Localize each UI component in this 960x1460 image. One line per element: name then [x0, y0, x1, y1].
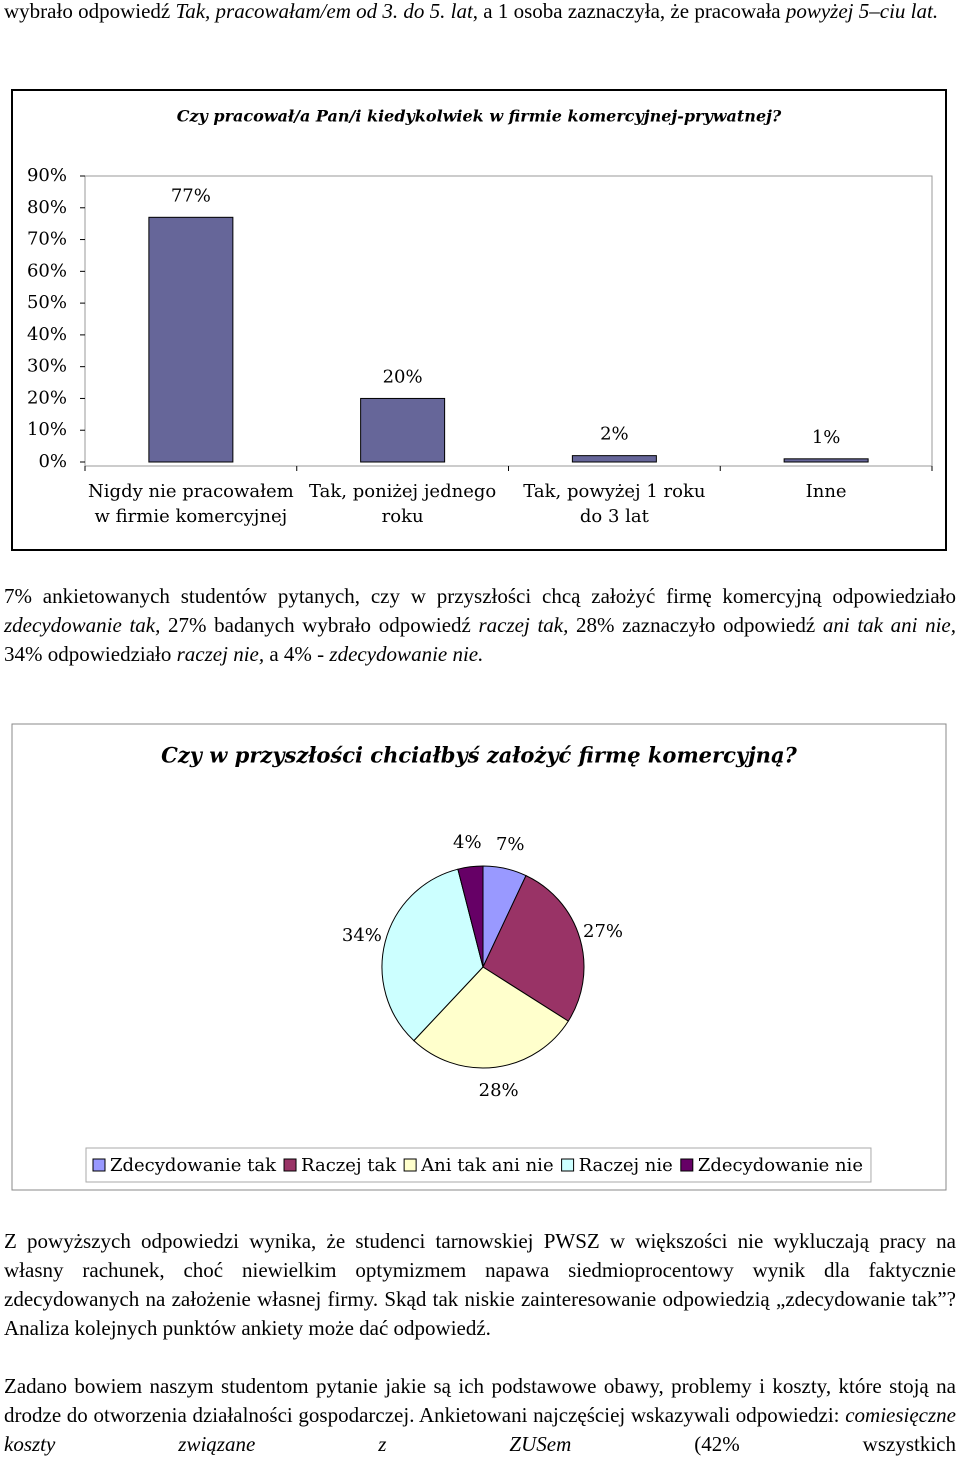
x-tick-label: do 3 lat — [580, 506, 650, 527]
x-tick-label: Tak, poniżej jednego — [309, 481, 496, 502]
text-run: Tak, pracowałam/em od 3. do 5. lat — [175, 0, 473, 23]
y-tick-label: 0% — [38, 451, 67, 472]
data-label: 28% — [479, 1080, 519, 1101]
legend-swatch — [92, 1158, 106, 1172]
chart-title: Czy pracował/a Pan/i kiedykolwiek w firm… — [177, 107, 782, 126]
pie-slice — [482, 874, 585, 1022]
data-label: 27% — [583, 921, 623, 942]
paragraph: wybrało odpowiedź Tak, pracowałam/em od … — [4, 0, 956, 26]
legend-label: Raczej tak — [301, 1155, 397, 1176]
x-tick-label: Nigdy nie pracowałem — [88, 481, 294, 502]
y-tick-label: 60% — [27, 260, 67, 281]
legend-swatch — [403, 1158, 417, 1172]
legend-box — [85, 1147, 872, 1183]
text-run: Z powyższych odpowiedzi wynika, że stude… — [4, 1229, 956, 1340]
text-run: comiesięczne koszty związane z ZUSem — [4, 1403, 956, 1456]
x-tick-label: w firmie komercyjnej — [95, 506, 288, 527]
data-label: 2% — [600, 424, 629, 445]
y-tick-label: 10% — [27, 419, 67, 440]
chart-frame — [11, 723, 947, 1191]
y-tick-label: 50% — [27, 292, 67, 313]
data-label: 20% — [383, 366, 423, 387]
bar — [571, 455, 657, 463]
bar — [783, 458, 869, 463]
text-run: , a 1 osoba zaznaczyła, że pracowała — [472, 0, 786, 23]
text-run: Zadano bowiem naszym studentom pytanie j… — [4, 1374, 956, 1427]
y-tick-label: 30% — [27, 356, 67, 377]
y-tick-label: 80% — [27, 197, 67, 218]
data-label: 4% — [453, 832, 482, 853]
data-label: 7% — [496, 834, 525, 855]
text-run: raczej tak, — [478, 613, 569, 637]
paragraph: Z powyższych odpowiedzi wynika, że stude… — [4, 1227, 956, 1343]
legend-label: Raczej nie — [579, 1155, 673, 1176]
y-tick-label: 20% — [27, 387, 67, 408]
text-run: ani tak ani nie, — [822, 613, 957, 637]
pie-slice — [457, 865, 484, 968]
x-tick-label: roku — [382, 506, 424, 527]
text-run: 28% zaznaczyło odpowiedź — [568, 613, 823, 637]
legend-swatch — [561, 1158, 575, 1172]
y-tick-label: 40% — [27, 324, 67, 345]
data-label: 1% — [812, 427, 841, 448]
pie-slice — [381, 868, 484, 1042]
text-run: 34% odpowiedziało — [4, 642, 177, 666]
x-tick-label: Tak, powyżej 1 roku — [523, 481, 705, 502]
y-tick-label: 70% — [27, 229, 67, 250]
legend-swatch — [283, 1158, 297, 1172]
bar — [360, 397, 446, 463]
text-run: powyżej 5–ciu lat. — [785, 0, 939, 23]
text-run: 27% badanych wybrało odpowiedź — [160, 613, 479, 637]
text-run: zdecydowanie tak, — [4, 613, 161, 637]
text-run: (42% wszystkich — [571, 1432, 956, 1456]
x-tick-label: Inne — [806, 481, 847, 502]
chart-title: Czy w przyszłości chciałbyś założyć firm… — [161, 743, 797, 768]
text-run: raczej nie, — [176, 642, 265, 666]
y-tick-label: 90% — [27, 165, 67, 186]
text-run: wybrało odpowiedź — [4, 0, 176, 23]
text-run: zdecydowanie nie. — [329, 642, 484, 666]
paragraph: Zadano bowiem naszym studentom pytanie j… — [4, 1372, 956, 1459]
legend-label: Zdecydowanie tak — [110, 1155, 277, 1176]
pie-slice — [413, 966, 569, 1069]
legend-label: Zdecydowanie nie — [698, 1155, 863, 1176]
data-label: 77% — [171, 185, 211, 206]
text-run: 7% ankietowanych studentów pytanych, czy… — [4, 584, 956, 608]
bar — [148, 216, 234, 463]
data-label: 34% — [342, 925, 382, 946]
legend-swatch — [680, 1158, 694, 1172]
paragraph: 7% ankietowanych studentów pytanych, czy… — [4, 582, 956, 669]
text-run: a 4% - — [264, 642, 330, 666]
chart-frame — [11, 89, 947, 551]
legend-label: Ani tak ani nie — [420, 1155, 553, 1176]
